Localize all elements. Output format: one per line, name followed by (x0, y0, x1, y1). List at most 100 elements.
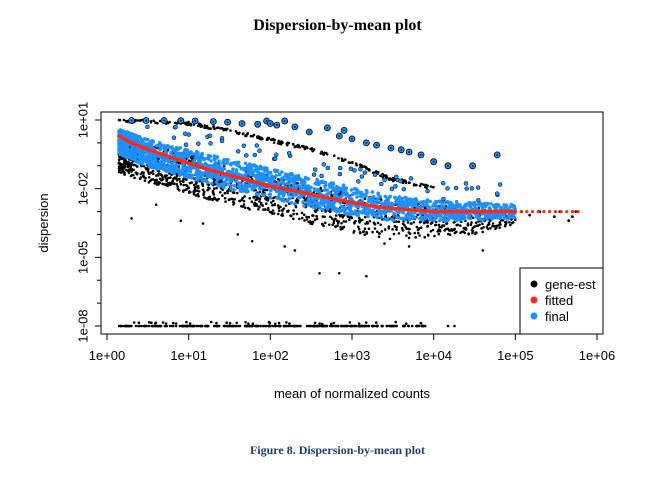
final-outlier (274, 152, 279, 157)
final-point (136, 155, 141, 159)
gene-est-zero-point (339, 324, 343, 328)
gene-est-point (294, 205, 298, 209)
final-point (294, 177, 298, 182)
final-outlier-center (338, 135, 341, 137)
gene-est-point (192, 192, 196, 196)
final-point (174, 151, 179, 156)
final-point (352, 187, 357, 191)
final-point (321, 207, 325, 212)
gene-est-point (226, 189, 230, 192)
final-point (445, 199, 450, 204)
gene-est-outlier (481, 249, 485, 252)
final-outlier-center (390, 147, 392, 149)
gene-est-point (431, 228, 435, 232)
gene-est-point (203, 126, 206, 130)
gene-est-point (339, 225, 342, 229)
final-point (404, 213, 409, 217)
final-point (312, 187, 317, 191)
gene-est-zero-point (348, 321, 352, 324)
gene-est-point (144, 176, 147, 180)
gene-est-point (197, 190, 201, 193)
gene-est-point (215, 186, 218, 190)
gene-est-point (152, 172, 155, 176)
gene-est-point (311, 148, 315, 152)
gene-est-zero-point (132, 321, 136, 324)
gene-est-point (418, 234, 421, 237)
gene-est-zero-point (320, 324, 324, 328)
final-point (310, 203, 315, 207)
final-point (306, 203, 311, 207)
final-point (492, 203, 496, 208)
legend-marker-gene-est (530, 280, 538, 288)
final-point (332, 206, 337, 210)
gene-est-point (474, 221, 478, 224)
final-point (316, 182, 321, 187)
gene-est-point (166, 182, 170, 185)
gene-est-point (268, 210, 272, 214)
gene-est-outlier (293, 249, 297, 252)
gene-est-point (413, 231, 417, 235)
final-point (379, 209, 383, 214)
final-point (345, 191, 349, 195)
final-point (506, 216, 510, 221)
gene-est-point (231, 191, 235, 194)
figure-caption: Figure 8. Dispersion-by-mean plot (249, 443, 426, 457)
gene-est-outlier (528, 213, 532, 217)
gene-est-zero-point (143, 324, 146, 328)
gene-est-point (303, 147, 307, 151)
gene-est-point (414, 236, 418, 239)
final-point (349, 188, 354, 192)
final-point (502, 214, 507, 218)
final-point (498, 215, 503, 220)
final-point (142, 158, 146, 162)
gene-est-point (125, 168, 128, 172)
gene-est-zero-point (255, 324, 259, 328)
gene-est-outlier (552, 215, 556, 219)
final-outlier (186, 132, 192, 137)
gene-est-outlier (201, 222, 205, 225)
final-point (307, 185, 312, 189)
gene-est-point (335, 219, 339, 223)
gene-est-point (260, 136, 264, 140)
gene-est-point (433, 234, 436, 238)
final-point (240, 166, 244, 171)
gene-est-point (221, 194, 224, 197)
gene-est-point (178, 177, 181, 181)
final-point (407, 217, 412, 222)
gene-est-point (226, 191, 229, 195)
final-point (323, 180, 328, 185)
gene-est-point (244, 206, 247, 209)
gene-est-point (132, 163, 136, 167)
gene-est-point (177, 189, 181, 192)
gene-est-zero-point (263, 324, 267, 328)
gene-est-point (315, 214, 319, 218)
gene-est-point (334, 217, 337, 221)
x-tick-label: 1e+00 (89, 348, 126, 363)
gene-est-zero-point (168, 324, 172, 328)
final-outlier (425, 188, 430, 194)
gene-est-point (259, 201, 263, 205)
gene-est-zero-point (204, 324, 207, 328)
final-point (462, 216, 467, 220)
final-point (117, 146, 121, 151)
gene-est-point (332, 219, 336, 222)
gene-est-point (196, 124, 200, 128)
final-point (132, 135, 137, 140)
final-point (363, 210, 367, 214)
final-outlier (352, 168, 357, 173)
final-point (375, 196, 380, 201)
gene-est-zero-point (354, 324, 358, 328)
gene-est-zero-point (404, 322, 408, 326)
fitted-curve-layer (117, 134, 580, 214)
gene-est-point (405, 234, 408, 237)
gene-est-point (150, 178, 153, 181)
gene-est-point (252, 202, 256, 206)
final-outlier-center (163, 119, 166, 122)
final-point (183, 148, 187, 153)
final-point (355, 188, 360, 193)
gene-est-zero-point (293, 324, 296, 328)
final-outlier-center (365, 142, 368, 144)
final-point (321, 203, 326, 207)
gene-est-point (371, 230, 374, 234)
gene-est-zero-point (164, 324, 168, 328)
